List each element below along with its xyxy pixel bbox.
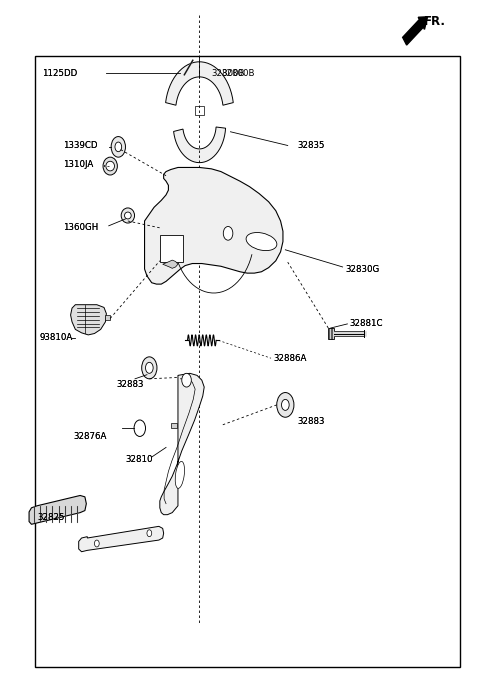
Polygon shape: [79, 526, 164, 552]
Text: 1360GH: 1360GH: [63, 223, 99, 232]
Text: 32886A: 32886A: [274, 353, 307, 362]
Polygon shape: [195, 105, 204, 115]
Text: 32883: 32883: [297, 417, 325, 426]
Polygon shape: [160, 373, 204, 515]
Circle shape: [115, 142, 121, 152]
Text: 32876A: 32876A: [73, 432, 107, 441]
Text: 1125DD: 1125DD: [43, 69, 78, 78]
Bar: [160, 235, 183, 262]
Text: 1310JA: 1310JA: [63, 161, 94, 169]
Text: 32881C: 32881C: [350, 320, 383, 329]
Circle shape: [134, 420, 145, 436]
Circle shape: [142, 357, 157, 379]
Ellipse shape: [175, 462, 184, 489]
Text: 32883: 32883: [116, 380, 144, 389]
Circle shape: [179, 71, 187, 83]
Text: 93810A: 93810A: [39, 333, 73, 342]
Bar: [328, 328, 334, 339]
Text: 32830G: 32830G: [345, 265, 379, 274]
Circle shape: [145, 362, 153, 373]
Polygon shape: [144, 167, 283, 284]
Text: 1339CD: 1339CD: [63, 141, 98, 150]
Ellipse shape: [106, 161, 115, 171]
FancyArrow shape: [403, 17, 428, 45]
Text: 32810: 32810: [125, 455, 153, 464]
Ellipse shape: [124, 212, 131, 219]
Circle shape: [223, 227, 233, 240]
Text: 1339CD: 1339CD: [63, 141, 98, 150]
Text: 32881C: 32881C: [350, 320, 383, 329]
Circle shape: [111, 136, 125, 157]
Text: 32830G: 32830G: [345, 265, 379, 274]
Circle shape: [182, 373, 192, 387]
Polygon shape: [166, 62, 233, 105]
Text: FR.: FR.: [424, 15, 446, 28]
Text: 32835: 32835: [297, 141, 325, 150]
Ellipse shape: [246, 232, 277, 251]
Text: 32800B: 32800B: [221, 69, 254, 78]
Text: 32800B: 32800B: [211, 69, 245, 78]
Text: 1310JA: 1310JA: [63, 161, 94, 169]
Text: 32825: 32825: [37, 513, 65, 522]
Polygon shape: [71, 305, 107, 335]
Polygon shape: [29, 495, 86, 524]
Ellipse shape: [103, 157, 117, 175]
Circle shape: [95, 540, 99, 547]
Text: 32886A: 32886A: [274, 353, 307, 362]
Circle shape: [281, 400, 289, 411]
Text: 93810A: 93810A: [39, 333, 73, 342]
Text: 32876A: 32876A: [73, 432, 107, 441]
Text: 1360GH: 1360GH: [63, 223, 99, 232]
Polygon shape: [174, 127, 226, 163]
Text: 32825: 32825: [37, 513, 65, 522]
Text: 1125DD: 1125DD: [43, 69, 78, 78]
Text: 32883: 32883: [116, 380, 144, 389]
Circle shape: [147, 530, 152, 537]
Text: 32810: 32810: [125, 455, 153, 464]
Polygon shape: [163, 260, 178, 268]
Ellipse shape: [121, 208, 134, 223]
Text: 32835: 32835: [297, 141, 325, 150]
Circle shape: [277, 393, 294, 418]
Polygon shape: [106, 315, 110, 320]
Bar: [35, 56, 459, 667]
Polygon shape: [171, 423, 177, 429]
Text: 32883: 32883: [297, 417, 325, 426]
